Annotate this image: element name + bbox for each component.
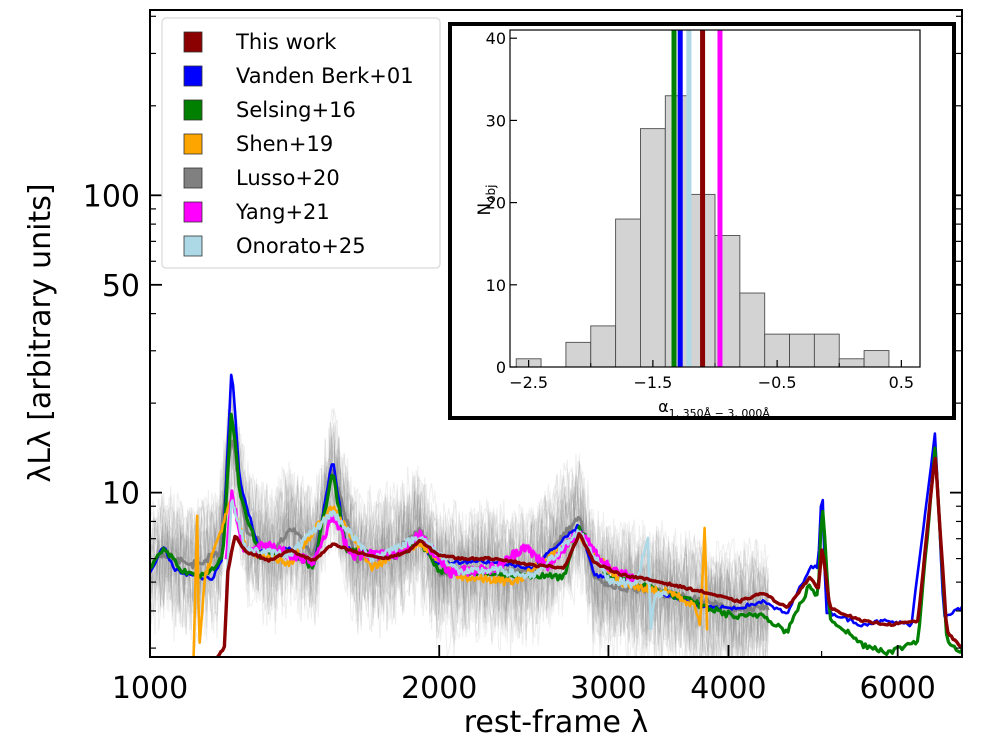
series-line-vanden-berk-01 xyxy=(150,373,962,628)
legend-swatch-yang-21 xyxy=(183,201,203,223)
series-line-this-work xyxy=(215,456,962,657)
legend-label-onorato-25: Onorato+25 xyxy=(236,234,366,258)
histogram-bar xyxy=(863,350,890,368)
x-tick-label: 1000 xyxy=(112,671,188,706)
main-y-axis-label: λLλ [arbitrary units] xyxy=(23,183,58,482)
histogram-bar xyxy=(739,292,766,368)
y-tick-label: 10 xyxy=(102,477,140,512)
legend-label-vanden-berk-01: Vanden Berk+01 xyxy=(236,64,414,88)
inset-x-tick-label: −1.5 xyxy=(633,373,672,392)
histogram-bar xyxy=(590,325,617,368)
legend-swatch-selsing-16 xyxy=(183,99,203,121)
legend-swatch-lusso-20 xyxy=(183,167,203,189)
legend-label-lusso-20: Lusso+20 xyxy=(236,166,340,190)
inset-x-tick-label: 0.5 xyxy=(889,373,914,392)
main-x-axis-label: rest-frame λ xyxy=(464,705,649,740)
y-tick-label: 100 xyxy=(83,179,140,214)
y-tick-label: 50 xyxy=(102,269,140,304)
legend-label-shen-19: Shen+19 xyxy=(236,132,333,156)
legend-label-selsing-16: Selsing+16 xyxy=(236,98,356,122)
inset-y-tick-label: 40 xyxy=(486,29,506,48)
inset-x-tick-label: −2.5 xyxy=(509,373,548,392)
legend-swatch-onorato-25 xyxy=(183,235,203,257)
inset-y-axis-label: Nobj xyxy=(475,184,498,215)
inset-y-tick-label: 10 xyxy=(486,276,506,295)
legend-swatch-shen-19 xyxy=(183,133,203,155)
x-tick-label: 4000 xyxy=(690,671,766,706)
legend-swatch-vanden-berk-01 xyxy=(183,65,203,87)
histogram-bar xyxy=(615,218,641,368)
inset-y-tick-label: 0 xyxy=(496,358,506,377)
histogram-bar xyxy=(838,358,865,368)
x-tick-label: 3000 xyxy=(570,671,646,706)
histogram-bar xyxy=(813,333,840,368)
legend-label-yang-21: Yang+21 xyxy=(235,200,330,224)
inset-x-tick-label: −0.5 xyxy=(758,373,797,392)
inset-x-axis-label: α1, 350Å − 3, 000Å xyxy=(658,397,770,420)
histogram-bar xyxy=(640,128,666,368)
x-tick-label: 6000 xyxy=(859,671,935,706)
histogram-bar xyxy=(789,333,815,368)
inset-y-tick-label: 20 xyxy=(486,194,506,213)
legend-label-this-work: This work xyxy=(235,30,337,54)
x-tick-label: 2000 xyxy=(401,671,477,706)
legend-swatch-this-work xyxy=(183,31,203,53)
inset-y-tick-label: 30 xyxy=(486,111,506,130)
histogram-bar xyxy=(565,341,592,368)
legend: This work Vanden Berk+01 Selsing+16 Shen+19… xyxy=(161,17,441,269)
